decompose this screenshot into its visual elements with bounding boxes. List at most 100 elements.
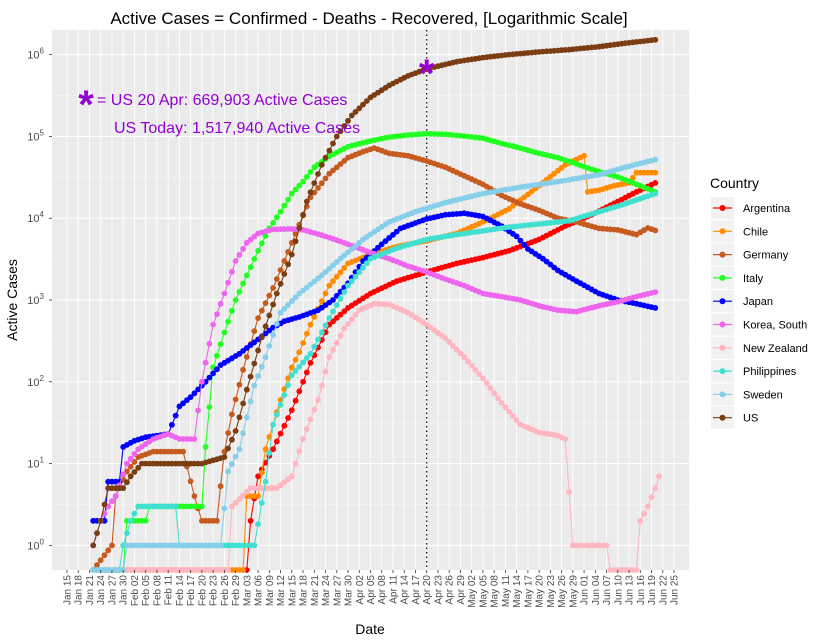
- data-point: [288, 364, 295, 371]
- series-us: [90, 36, 659, 549]
- data-point: [202, 444, 209, 450]
- data-point: [311, 180, 318, 187]
- data-point: [277, 280, 284, 287]
- data-point: [232, 258, 239, 264]
- data-point: [217, 341, 224, 348]
- data-point: [258, 334, 265, 341]
- data-point: [258, 307, 265, 314]
- data-point: [273, 276, 280, 282]
- data-point: [236, 446, 243, 453]
- data-point: [652, 305, 659, 311]
- data-point: [94, 530, 100, 536]
- data-point: [318, 161, 325, 168]
- x-tick-label: May 23: [546, 575, 557, 608]
- data-point: [229, 436, 235, 443]
- data-point: [292, 294, 299, 301]
- data-point: [356, 105, 363, 112]
- y-tick-label: 106: [27, 47, 44, 62]
- data-point: [345, 117, 351, 124]
- data-point: [300, 436, 306, 442]
- data-point: [307, 416, 314, 423]
- data-point: [487, 385, 494, 392]
- legend: Country Argentina Chile Germany Italy Japan Ko…: [710, 175, 808, 429]
- data-point: [255, 347, 261, 354]
- x-tick-label: Feb 11: [164, 575, 175, 606]
- data-point: [281, 202, 288, 209]
- data-point: [337, 295, 344, 302]
- data-point: [199, 378, 205, 385]
- data-point: [258, 363, 265, 370]
- x-tick-label: Jun 07: [602, 575, 613, 605]
- data-point: [270, 220, 276, 226]
- data-point: [288, 372, 295, 379]
- data-point: [292, 186, 299, 193]
- data-point: [307, 350, 314, 357]
- data-point: [363, 260, 370, 267]
- x-tick-label: May 20: [535, 575, 546, 608]
- data-point: [236, 288, 243, 295]
- x-tick-label: Feb 14: [175, 575, 186, 607]
- data-point: [300, 340, 306, 346]
- data-point: [633, 567, 640, 573]
- data-point: [240, 366, 247, 373]
- data-point: [311, 343, 318, 350]
- data-point: [210, 370, 217, 377]
- data-point: [277, 267, 284, 273]
- data-point: [94, 562, 100, 568]
- data-point: [333, 315, 340, 321]
- x-tick-label: Apr 14: [400, 575, 411, 605]
- data-point: [97, 517, 104, 524]
- data-point: [322, 290, 329, 297]
- legend-key-point: [719, 251, 726, 258]
- legend-key-point: [719, 298, 726, 305]
- data-point: [232, 396, 239, 403]
- data-point: [296, 363, 303, 370]
- data-point: [285, 415, 291, 421]
- data-point: [315, 336, 321, 343]
- data-point: [281, 305, 288, 312]
- data-point: [322, 269, 329, 275]
- data-point: [311, 313, 318, 320]
- data-point: [270, 421, 276, 428]
- x-tick-label: May 14: [512, 575, 523, 608]
- data-point: [468, 362, 475, 369]
- data-point: [236, 381, 243, 388]
- data-point: [124, 460, 130, 467]
- data-point: [206, 340, 213, 347]
- data-point: [221, 454, 228, 460]
- data-point: [255, 493, 261, 499]
- data-point: [341, 308, 348, 315]
- x-tick-label: Feb 08: [152, 575, 163, 607]
- data-point: [273, 320, 280, 327]
- x-tick-label: Apr 17: [411, 575, 422, 605]
- data-point: [352, 109, 359, 115]
- data-point: [229, 411, 235, 418]
- data-point: [330, 297, 336, 303]
- y-tick-label: 100: [27, 537, 44, 552]
- x-tick-label: Jan 15: [62, 575, 73, 605]
- x-tick-label: Mar 15: [287, 575, 298, 607]
- legend-key-point: [719, 205, 726, 211]
- data-point: [270, 301, 276, 308]
- x-tick-label: May 05: [478, 575, 489, 608]
- legend-key-point: [719, 274, 726, 281]
- data-point: [480, 375, 486, 382]
- data-point: [251, 360, 258, 367]
- legend-key-point: [719, 228, 726, 235]
- annotation-line-1: = US 20 Apr: 669,903 Active Cases: [97, 92, 347, 109]
- x-tick-label: May 08: [490, 575, 501, 608]
- x-tick-label: Jan 21: [85, 575, 96, 605]
- legend-key-point: [719, 368, 726, 375]
- data-point: [90, 542, 97, 549]
- data-point: [247, 517, 254, 524]
- data-point: [465, 358, 471, 365]
- data-point: [603, 542, 610, 549]
- annotation-star-marker: *: [419, 52, 435, 96]
- data-point: [277, 402, 284, 408]
- x-tick-label: Apr 20: [422, 575, 433, 605]
- data-point: [255, 247, 261, 254]
- data-point: [300, 359, 306, 366]
- data-point: [199, 503, 205, 510]
- data-point: [288, 251, 295, 258]
- data-point: [243, 386, 250, 393]
